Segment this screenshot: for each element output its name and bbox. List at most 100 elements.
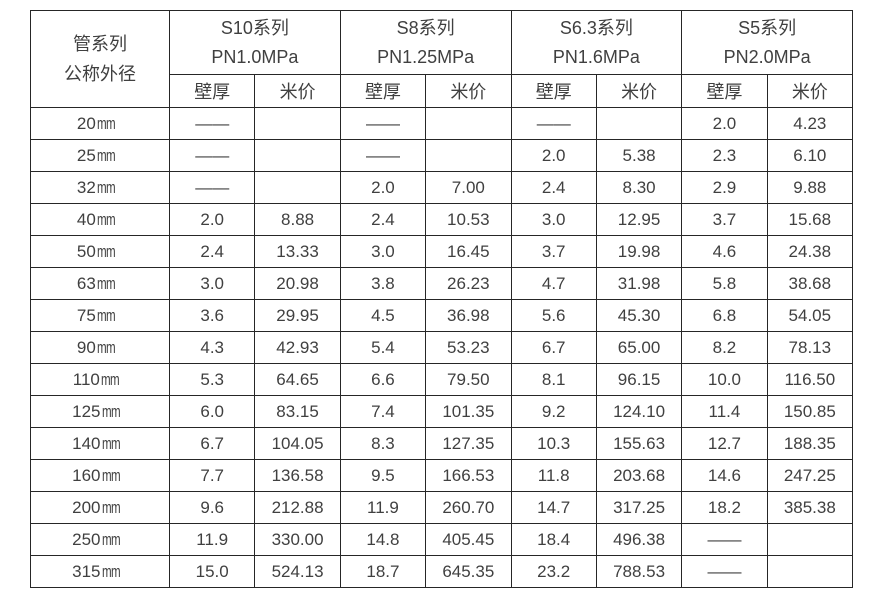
page: 管系列 公称外径 S10系列 PN1.0MPa S8系列 PN1.25MPa S… bbox=[30, 10, 854, 588]
table-cell: 260.70 bbox=[425, 491, 512, 524]
table-cell: 8.30 bbox=[595, 171, 683, 204]
table-cell: 330.00 bbox=[254, 523, 341, 556]
table-row: 25mm —— —— 2.0 5.38 2.3 6.10 bbox=[30, 139, 854, 172]
table-row: 50mm 2.4 13.33 3.0 16.45 3.7 19.98 4.6 2… bbox=[30, 235, 854, 268]
table-cell bbox=[595, 107, 683, 140]
row-label: 32mm bbox=[30, 171, 170, 204]
row-label: 63mm bbox=[30, 267, 170, 300]
series-header-row: 管系列 公称外径 S10系列 PN1.0MPa S8系列 PN1.25MPa S… bbox=[30, 10, 853, 108]
row-label: 160mm bbox=[30, 459, 170, 492]
table-cell: 15.0 bbox=[168, 555, 256, 588]
table-cell: —— bbox=[168, 171, 256, 204]
table-cell: 14.7 bbox=[510, 491, 597, 524]
table-cell: 96.15 bbox=[595, 363, 683, 396]
table-cell: 8.1 bbox=[510, 363, 597, 396]
series-header-s10: S10系列 PN1.0MPa bbox=[169, 10, 341, 75]
table-cell bbox=[254, 171, 341, 204]
series-pressure: PN1.25MPa bbox=[377, 46, 475, 67]
table-cell: 83.15 bbox=[254, 395, 341, 428]
table-cell: —— bbox=[168, 107, 256, 140]
table-cell: 5.38 bbox=[595, 139, 683, 172]
table-cell: 5.3 bbox=[168, 363, 256, 396]
table-cell: 8.88 bbox=[254, 203, 341, 236]
diameter-value: 90 bbox=[76, 337, 96, 357]
table-cell: 155.63 bbox=[595, 427, 683, 460]
table-cell: 3.0 bbox=[168, 267, 256, 300]
diameter-value: 50 bbox=[76, 241, 96, 261]
table-cell: 104.05 bbox=[254, 427, 341, 460]
series-pressure: PN1.0MPa bbox=[211, 46, 299, 67]
table-cell: 64.65 bbox=[254, 363, 341, 396]
diameter-value: 40 bbox=[76, 209, 96, 229]
table-cell: 4.5 bbox=[339, 299, 427, 332]
diameter-unit: mm bbox=[96, 177, 116, 197]
row-label: 140mm bbox=[30, 427, 170, 460]
table-cell: 4.7 bbox=[510, 267, 597, 300]
table-cell: 54.05 bbox=[766, 299, 854, 332]
table-cell: 645.35 bbox=[425, 555, 512, 588]
table-cell: 36.98 bbox=[425, 299, 512, 332]
table-cell: 79.50 bbox=[425, 363, 512, 396]
table-cell: 405.45 bbox=[425, 523, 512, 556]
table-cell: 4.3 bbox=[168, 331, 256, 364]
table-cell: 9.5 bbox=[339, 459, 427, 492]
table-cell: —— bbox=[681, 555, 768, 588]
table-cell: 9.6 bbox=[168, 491, 256, 524]
table-cell: 6.10 bbox=[766, 139, 854, 172]
subheader-thickness: 壁厚 bbox=[510, 74, 597, 108]
diameter-unit: mm bbox=[96, 145, 116, 165]
subheader-price: 米价 bbox=[595, 74, 683, 108]
row-label: 25mm bbox=[30, 139, 170, 172]
row-label: 315mm bbox=[30, 555, 170, 588]
table-cell: 18.7 bbox=[339, 555, 427, 588]
subheader-price: 米价 bbox=[766, 74, 854, 108]
row-label: 50mm bbox=[30, 235, 170, 268]
table-cell: 136.58 bbox=[254, 459, 341, 492]
table-cell: —— bbox=[510, 107, 597, 140]
table-row: 40mm 2.0 8.88 2.4 10.53 3.0 12.95 3.7 15… bbox=[30, 203, 854, 236]
table-cell: 18.4 bbox=[510, 523, 597, 556]
table-cell: 2.0 bbox=[168, 203, 256, 236]
table-cell: 317.25 bbox=[595, 491, 683, 524]
table-row: 315mm 15.0 524.13 18.7 645.35 23.2 788.5… bbox=[30, 555, 854, 588]
table-cell: 23.2 bbox=[510, 555, 597, 588]
table-cell: 38.68 bbox=[766, 267, 854, 300]
pipe-price-table: 管系列 公称外径 S10系列 PN1.0MPa S8系列 PN1.25MPa S… bbox=[30, 10, 854, 588]
table-cell: 6.0 bbox=[168, 395, 256, 428]
table-cell: 166.53 bbox=[425, 459, 512, 492]
table-cell: 42.93 bbox=[254, 331, 341, 364]
table-row: 75mm 3.6 29.95 4.5 36.98 5.6 45.30 6.8 5… bbox=[30, 299, 854, 332]
diameter-unit: mm bbox=[101, 561, 121, 581]
table-cell: 7.4 bbox=[339, 395, 427, 428]
row-label: 40mm bbox=[30, 203, 170, 236]
series-header-s8: S8系列 PN1.25MPa bbox=[339, 10, 512, 75]
table-cell: 15.68 bbox=[766, 203, 854, 236]
corner-header-line1: 管系列 bbox=[73, 34, 127, 54]
table-cell: 10.0 bbox=[681, 363, 768, 396]
table-cell: 78.13 bbox=[766, 331, 854, 364]
table-cell: 26.23 bbox=[425, 267, 512, 300]
table-cell: 24.38 bbox=[766, 235, 854, 268]
subheader-thickness: 壁厚 bbox=[681, 74, 768, 108]
diameter-value: 250 bbox=[72, 529, 101, 549]
diameter-value: 25 bbox=[76, 145, 96, 165]
subheader-price: 米价 bbox=[425, 74, 512, 108]
diameter-value: 125 bbox=[72, 401, 101, 421]
table-cell: 5.6 bbox=[510, 299, 597, 332]
series-pressure: PN2.0MPa bbox=[723, 46, 811, 67]
table-cell: 4.23 bbox=[766, 107, 854, 140]
diameter-value: 110 bbox=[72, 369, 100, 389]
table-cell: 3.0 bbox=[339, 235, 427, 268]
series-pressure: PN1.6MPa bbox=[552, 46, 640, 67]
table-cell: 188.35 bbox=[766, 427, 854, 460]
diameter-unit: mm bbox=[96, 273, 116, 293]
diameter-unit: mm bbox=[96, 337, 116, 357]
table-row: 32mm —— 2.0 7.00 2.4 8.30 2.9 9.88 bbox=[30, 171, 854, 204]
table-cell: 9.88 bbox=[766, 171, 854, 204]
table-cell: 45.30 bbox=[595, 299, 683, 332]
diameter-unit: mm bbox=[101, 529, 121, 549]
row-label: 200mm bbox=[30, 491, 170, 524]
table-cell: 385.38 bbox=[766, 491, 854, 524]
table-cell: 212.88 bbox=[254, 491, 341, 524]
table-cell: 788.53 bbox=[595, 555, 683, 588]
